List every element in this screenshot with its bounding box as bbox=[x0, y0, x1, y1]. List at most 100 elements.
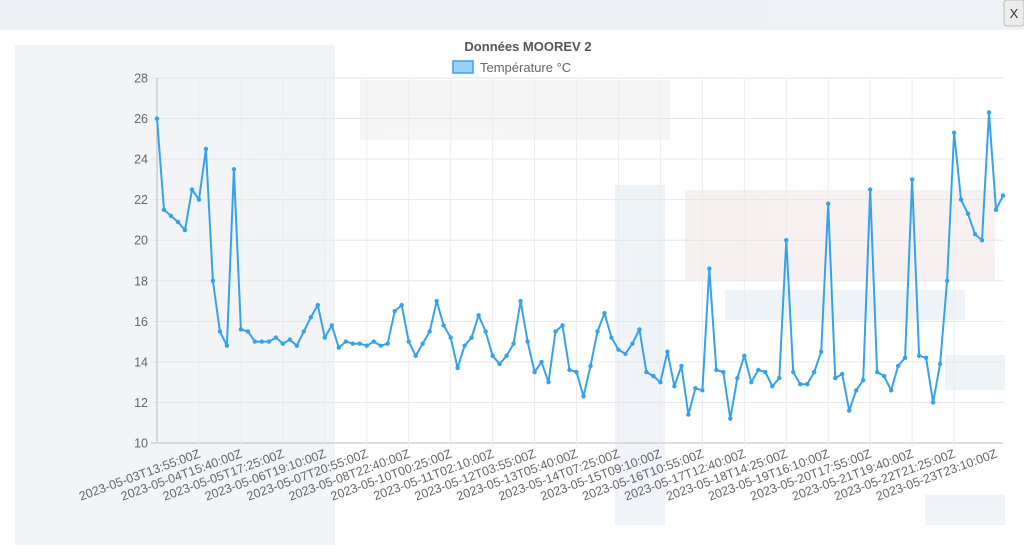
data-point bbox=[329, 323, 334, 328]
data-point bbox=[616, 347, 621, 352]
y-tick-label: 18 bbox=[134, 274, 148, 288]
data-point bbox=[679, 363, 684, 369]
data-point bbox=[686, 412, 691, 417]
data-point bbox=[665, 349, 670, 354]
data-point bbox=[588, 363, 593, 369]
data-point bbox=[972, 231, 978, 237]
data-point bbox=[581, 394, 586, 399]
data-point bbox=[881, 373, 887, 379]
data-point bbox=[252, 339, 258, 344]
data-point bbox=[336, 345, 341, 350]
data-point bbox=[895, 363, 901, 369]
data-point bbox=[203, 146, 209, 152]
data-point bbox=[609, 335, 614, 340]
data-point bbox=[238, 327, 244, 332]
y-tick-label: 28 bbox=[134, 72, 148, 86]
data-point bbox=[714, 367, 719, 373]
data-point bbox=[839, 371, 845, 377]
data-point bbox=[860, 377, 866, 383]
data-point bbox=[546, 379, 551, 385]
data-point bbox=[721, 369, 726, 375]
data-point bbox=[210, 278, 216, 283]
data-point bbox=[951, 130, 957, 135]
data-point bbox=[602, 311, 607, 316]
data-point bbox=[497, 361, 502, 367]
data-point bbox=[343, 339, 348, 344]
data-point bbox=[651, 373, 656, 379]
data-point bbox=[623, 351, 628, 356]
data-point bbox=[245, 329, 251, 334]
data-point bbox=[777, 375, 782, 381]
data-point bbox=[672, 384, 677, 389]
data-point bbox=[350, 341, 355, 346]
legend-label: Température °C bbox=[480, 60, 571, 75]
data-point bbox=[658, 379, 663, 385]
data-point bbox=[357, 341, 362, 346]
data-point bbox=[364, 343, 369, 348]
data-point bbox=[483, 329, 488, 334]
data-point bbox=[413, 353, 418, 359]
close-label[interactable]: X bbox=[1010, 6, 1019, 21]
data-point bbox=[378, 343, 383, 348]
data-point bbox=[770, 384, 775, 389]
data-point bbox=[826, 201, 831, 206]
data-point bbox=[902, 355, 908, 361]
data-point bbox=[280, 341, 286, 346]
data-point bbox=[923, 355, 929, 361]
data-point bbox=[742, 353, 747, 359]
chart-title: Données MOOREV 2 bbox=[464, 39, 591, 54]
data-point bbox=[441, 323, 446, 328]
data-point bbox=[986, 110, 992, 115]
y-tick-label: 24 bbox=[134, 153, 148, 167]
data-point bbox=[308, 315, 314, 320]
data-point bbox=[476, 313, 481, 318]
data-point bbox=[700, 388, 705, 393]
data-point bbox=[420, 341, 425, 346]
data-point bbox=[630, 341, 635, 346]
data-point bbox=[1000, 193, 1006, 198]
data-point bbox=[791, 369, 796, 375]
data-point bbox=[399, 302, 404, 308]
data-point bbox=[371, 339, 376, 344]
data-point bbox=[539, 359, 544, 365]
data-point bbox=[728, 416, 733, 421]
data-point bbox=[196, 197, 202, 202]
data-point bbox=[567, 367, 572, 373]
data-point bbox=[958, 197, 964, 202]
data-point bbox=[154, 116, 160, 121]
data-point bbox=[462, 343, 467, 348]
data-point bbox=[259, 339, 265, 344]
data-point bbox=[819, 349, 824, 354]
y-tick-label: 10 bbox=[134, 437, 148, 451]
data-point bbox=[224, 343, 230, 348]
data-point bbox=[553, 329, 558, 334]
y-tick-label: 26 bbox=[134, 112, 148, 126]
data-point bbox=[287, 337, 293, 342]
data-point bbox=[294, 343, 300, 348]
y-tick-label: 20 bbox=[134, 234, 148, 248]
data-point bbox=[937, 361, 943, 367]
data-point bbox=[832, 375, 838, 381]
close-button[interactable] bbox=[1003, 0, 1024, 27]
data-point bbox=[735, 375, 740, 381]
data-point bbox=[525, 339, 530, 344]
data-point bbox=[427, 329, 432, 334]
data-point bbox=[798, 381, 803, 387]
data-point bbox=[385, 341, 390, 346]
data-point bbox=[322, 335, 328, 340]
data-point bbox=[888, 388, 894, 393]
data-point bbox=[867, 187, 873, 192]
data-point bbox=[846, 408, 852, 413]
data-point bbox=[175, 219, 181, 225]
data-point bbox=[965, 211, 971, 217]
data-point bbox=[490, 353, 495, 359]
data-point bbox=[812, 369, 817, 375]
data-point bbox=[574, 369, 579, 375]
data-point bbox=[217, 329, 223, 334]
data-point bbox=[315, 302, 321, 308]
y-tick-label: 16 bbox=[134, 315, 148, 329]
data-point bbox=[993, 207, 999, 213]
data-point bbox=[909, 177, 915, 182]
